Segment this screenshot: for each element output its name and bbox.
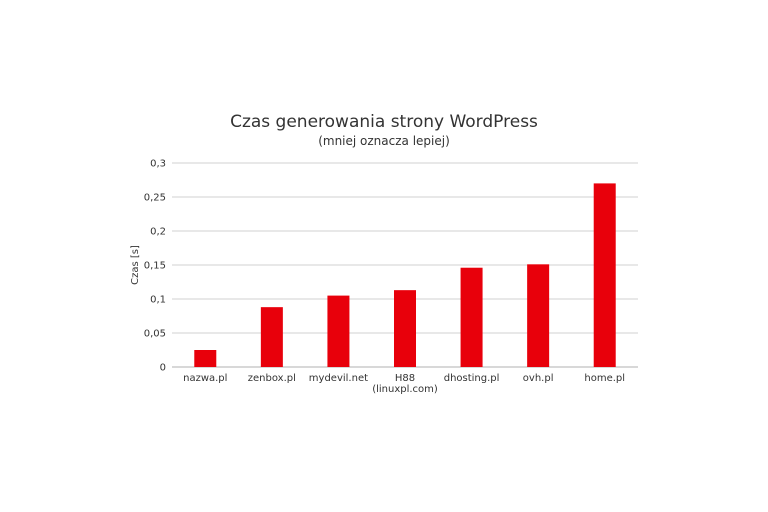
y-tick-label: 0,2 xyxy=(150,227,166,238)
y-tick-label: 0,25 xyxy=(144,193,166,204)
bar xyxy=(593,183,616,367)
y-tick-label: 0 xyxy=(160,363,166,374)
x-category-label: dhosting.pl xyxy=(444,373,500,384)
y-tick-label: 0,15 xyxy=(144,261,166,272)
bar xyxy=(327,295,350,367)
bar xyxy=(260,307,283,367)
bars xyxy=(194,183,616,367)
x-category-label: H88 xyxy=(395,373,415,384)
bar xyxy=(394,290,416,367)
chart-subtitle: (mniej oznacza lepiej) xyxy=(318,134,450,148)
x-category-label: ovh.pl xyxy=(523,373,554,384)
bar xyxy=(194,350,217,367)
x-category-label: home.pl xyxy=(584,373,625,384)
x-category-label: mydevil.net xyxy=(309,373,368,384)
bar xyxy=(460,267,483,367)
gridlines xyxy=(172,162,638,368)
y-axis-ticks: 0 0,05 0,1 0,15 0,2 0,25 0,3 xyxy=(144,159,166,374)
x-category-label: nazwa.pl xyxy=(183,373,227,384)
y-tick-label: 0,1 xyxy=(150,295,166,306)
y-tick-label: 0,3 xyxy=(150,159,166,170)
x-category-label: (linuxpl.com) xyxy=(372,384,438,395)
y-tick-label: 0,05 xyxy=(144,329,166,340)
x-axis-categories: nazwa.pl zenbox.pl mydevil.net H88(linuxpl.… xyxy=(183,373,625,395)
bar xyxy=(527,264,550,367)
y-axis-label: Czas [s] xyxy=(130,245,141,285)
chart-title: Czas generowania strony WordPress xyxy=(230,112,538,132)
x-category-label: zenbox.pl xyxy=(248,373,296,384)
